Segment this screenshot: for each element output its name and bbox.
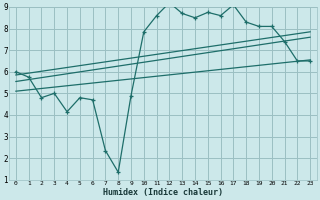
X-axis label: Humidex (Indice chaleur): Humidex (Indice chaleur): [103, 188, 223, 197]
